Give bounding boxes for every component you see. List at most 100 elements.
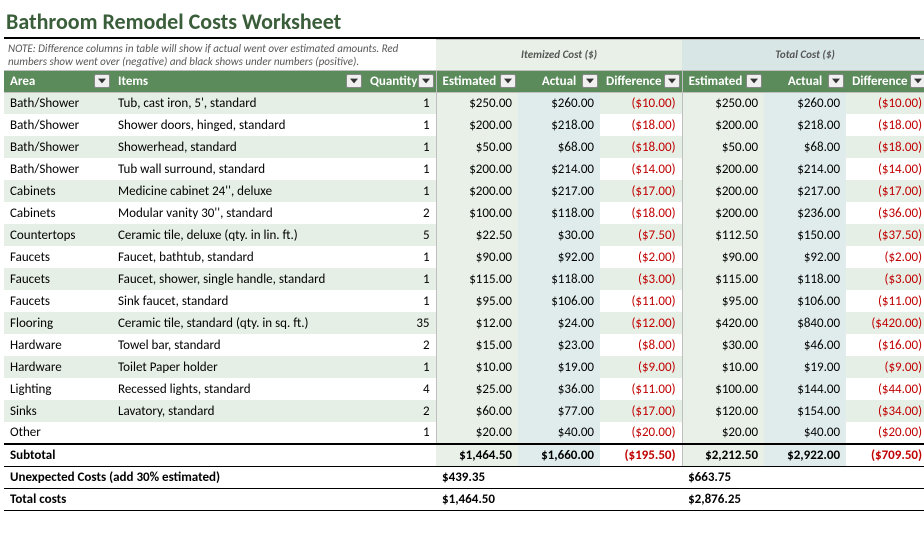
filter-area[interactable]: [94, 74, 110, 88]
cell: $217.00: [518, 180, 600, 202]
column-header-area: Area: [4, 70, 112, 92]
cell: $200.00: [682, 202, 764, 224]
cell: $100.00: [682, 378, 764, 400]
filter-items[interactable]: [346, 74, 362, 88]
cell: ($8.00): [600, 334, 682, 356]
cell: $90.00: [682, 246, 764, 268]
table-row: FlooringCeramic tile, standard (qty. in …: [4, 312, 924, 334]
filter-t_act[interactable]: [828, 74, 844, 88]
cell: ($11.00): [600, 290, 682, 312]
subtotal-label: Subtotal: [4, 444, 436, 467]
cell: Modular vanity 30'', standard: [112, 202, 364, 224]
cell: Faucet, shower, single handle, standard: [112, 268, 364, 290]
cell: Faucets: [4, 290, 112, 312]
filter-i_est[interactable]: [500, 74, 516, 88]
unexpected-itemized: $439.35: [436, 467, 682, 489]
cell: $36.00: [518, 378, 600, 400]
column-label-items: Items: [118, 74, 148, 89]
cell: $118.00: [764, 268, 846, 290]
cost-table: NOTE: Difference columns in table will s…: [4, 39, 924, 511]
cell: ($11.00): [600, 378, 682, 400]
cell: $20.00: [682, 422, 764, 444]
cell: Countertops: [4, 224, 112, 246]
cell: 1: [364, 246, 436, 268]
cell: ($11.00): [846, 290, 924, 312]
cell: $30.00: [518, 224, 600, 246]
cell: $200.00: [682, 158, 764, 180]
cell: $420.00: [682, 312, 764, 334]
cell: $260.00: [764, 92, 846, 114]
cell: $115.00: [436, 268, 518, 290]
cell: ($44.00): [846, 378, 924, 400]
cell: $92.00: [764, 246, 846, 268]
subtotal-t-diff: ($709.50): [846, 444, 924, 467]
cell: $22.50: [436, 224, 518, 246]
column-label-quantity: Quantity: [370, 74, 417, 89]
cell: $68.00: [764, 136, 846, 158]
cell: Tub, cast iron, 5', standard: [112, 92, 364, 114]
cell: $218.00: [764, 114, 846, 136]
table-row: FaucetsSink faucet, standard1$95.00$106.…: [4, 290, 924, 312]
cell: $106.00: [518, 290, 600, 312]
cell: $112.50: [682, 224, 764, 246]
column-header-items: Items: [112, 70, 364, 92]
cell: Lighting: [4, 378, 112, 400]
cell: $95.00: [682, 290, 764, 312]
column-label-i_est: Estimated: [443, 74, 497, 89]
cell: $20.00: [436, 422, 518, 444]
itemized-group-header: Itemized Cost ($): [436, 40, 682, 71]
column-header-quantity: Quantity: [364, 70, 436, 92]
subtotal-i-est: $1,464.50: [436, 444, 518, 467]
cell: ($14.00): [600, 158, 682, 180]
cell: Medicine cabinet 24'', deluxe: [112, 180, 364, 202]
filter-quantity[interactable]: [418, 74, 434, 88]
cell: 1: [364, 422, 436, 444]
cell: ($18.00): [600, 136, 682, 158]
cell: $25.00: [436, 378, 518, 400]
cell: ($14.00): [846, 158, 924, 180]
column-label-i_act: Actual: [542, 74, 576, 89]
filter-i_act[interactable]: [582, 74, 598, 88]
cell: $200.00: [436, 114, 518, 136]
cell: $200.00: [682, 180, 764, 202]
cell: ($18.00): [846, 114, 924, 136]
cell: Ceramic tile, deluxe (qty. in lin. ft.): [112, 224, 364, 246]
cell: 1: [364, 136, 436, 158]
cell: $118.00: [518, 202, 600, 224]
cell: Cabinets: [4, 180, 112, 202]
cell: ($3.00): [846, 268, 924, 290]
page-title: Bathroom Remodel Costs Worksheet: [4, 4, 920, 39]
cell: Ceramic tile, standard (qty. in sq. ft.): [112, 312, 364, 334]
cell: $60.00: [436, 400, 518, 422]
cell: Hardware: [4, 334, 112, 356]
column-label-t_est: Estimated: [689, 74, 743, 89]
cell: $40.00: [764, 422, 846, 444]
subtotal-t-est: $2,212.50: [682, 444, 764, 467]
column-header-i_diff: Difference: [600, 70, 682, 92]
filter-t_est[interactable]: [746, 74, 762, 88]
cell: $260.00: [518, 92, 600, 114]
filter-i_diff[interactable]: [664, 74, 680, 88]
table-row: FaucetsFaucet, bathtub, standard1$90.00$…: [4, 246, 924, 268]
cell: 1: [364, 114, 436, 136]
cell: 1: [364, 158, 436, 180]
table-row: HardwareToilet Paper holder1$10.00$19.00…: [4, 356, 924, 378]
cell: $118.00: [518, 268, 600, 290]
cell: $12.00: [436, 312, 518, 334]
table-row: Other1$20.00$40.00($20.00)$20.00$40.00($…: [4, 422, 924, 444]
filter-t_diff[interactable]: [910, 74, 924, 88]
cell: Showerhead, standard: [112, 136, 364, 158]
total-costs-label: Total costs: [4, 489, 436, 511]
total-group-header: Total Cost ($): [682, 40, 924, 71]
cell: Towel bar, standard: [112, 334, 364, 356]
cell: [112, 422, 364, 444]
cell: $144.00: [764, 378, 846, 400]
cell: Bath/Shower: [4, 136, 112, 158]
cell: Bath/Shower: [4, 92, 112, 114]
cell: $200.00: [436, 158, 518, 180]
column-header-t_est: Estimated: [682, 70, 764, 92]
cell: $120.00: [682, 400, 764, 422]
note-text: NOTE: Difference columns in table will s…: [4, 40, 436, 71]
cell: ($16.00): [846, 334, 924, 356]
cell: $840.00: [764, 312, 846, 334]
